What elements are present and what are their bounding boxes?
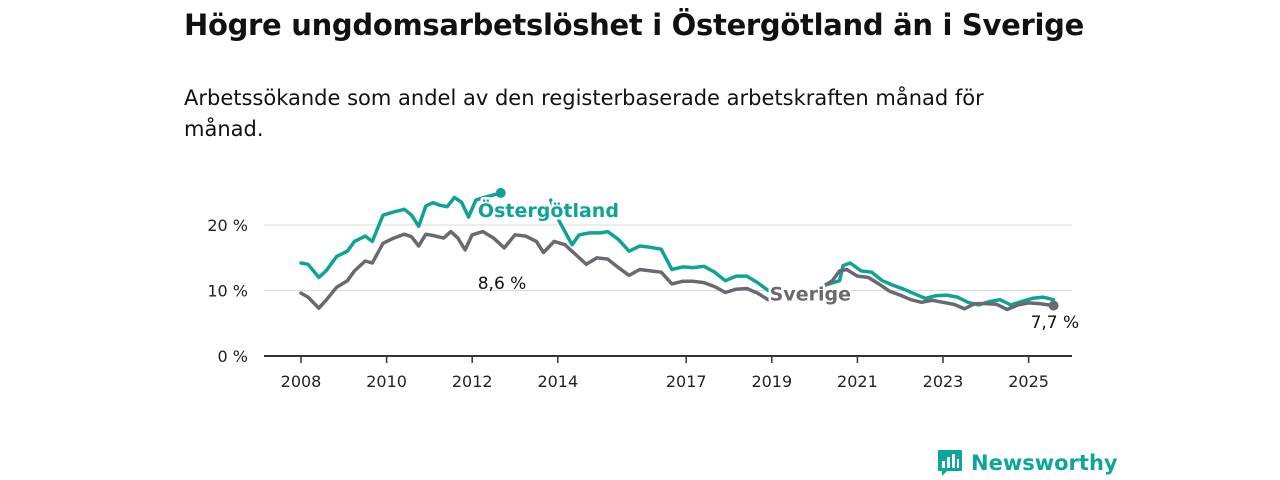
ostergotland-line bbox=[548, 198, 781, 293]
x-tick-label: 2010 bbox=[366, 372, 407, 391]
x-tick-label: 2019 bbox=[751, 372, 792, 391]
y-tick-label: 0 % bbox=[218, 347, 248, 366]
bar-chart-logo-icon bbox=[938, 450, 962, 476]
x-tick-label: 2023 bbox=[923, 372, 964, 391]
brand-name: Newsworthy bbox=[971, 451, 1118, 475]
newsworthy-logo: Newsworthy bbox=[937, 447, 1118, 479]
x-tick-label: 2008 bbox=[281, 372, 322, 391]
ostergotland-line bbox=[299, 191, 503, 280]
sverige-end-label: 7,7 % bbox=[1031, 313, 1080, 333]
ostergotland-end-label: 8,6 % bbox=[478, 274, 527, 294]
chart-subtitle: Arbetssökande som andel av den registerb… bbox=[184, 86, 984, 141]
chart-title: Högre ungdomsarbetslöshet i Östergötland… bbox=[184, 8, 1084, 42]
x-tick-label: 2021 bbox=[837, 372, 878, 391]
x-tick-label: 2025 bbox=[1008, 372, 1049, 391]
sverige-end-marker bbox=[1048, 300, 1059, 311]
sverige-series-label: Sverige bbox=[770, 283, 851, 305]
sverige-line bbox=[299, 229, 1056, 312]
ostergotland-end-marker bbox=[495, 187, 506, 198]
ostergotland-line bbox=[816, 261, 1056, 307]
y-tick-label: 10 % bbox=[207, 282, 248, 301]
line-chart: 0 % 10 % 20 % 2008 2010 2012 2014 2017 2019 2021 2… bbox=[207, 187, 1080, 391]
x-tick-label: 2017 bbox=[666, 372, 707, 391]
ostergotland-series-label: Östergötland bbox=[478, 198, 619, 222]
y-tick-label: 20 % bbox=[207, 216, 248, 235]
x-tick-label: 2014 bbox=[537, 372, 578, 391]
x-tick-label: 2012 bbox=[452, 372, 493, 391]
